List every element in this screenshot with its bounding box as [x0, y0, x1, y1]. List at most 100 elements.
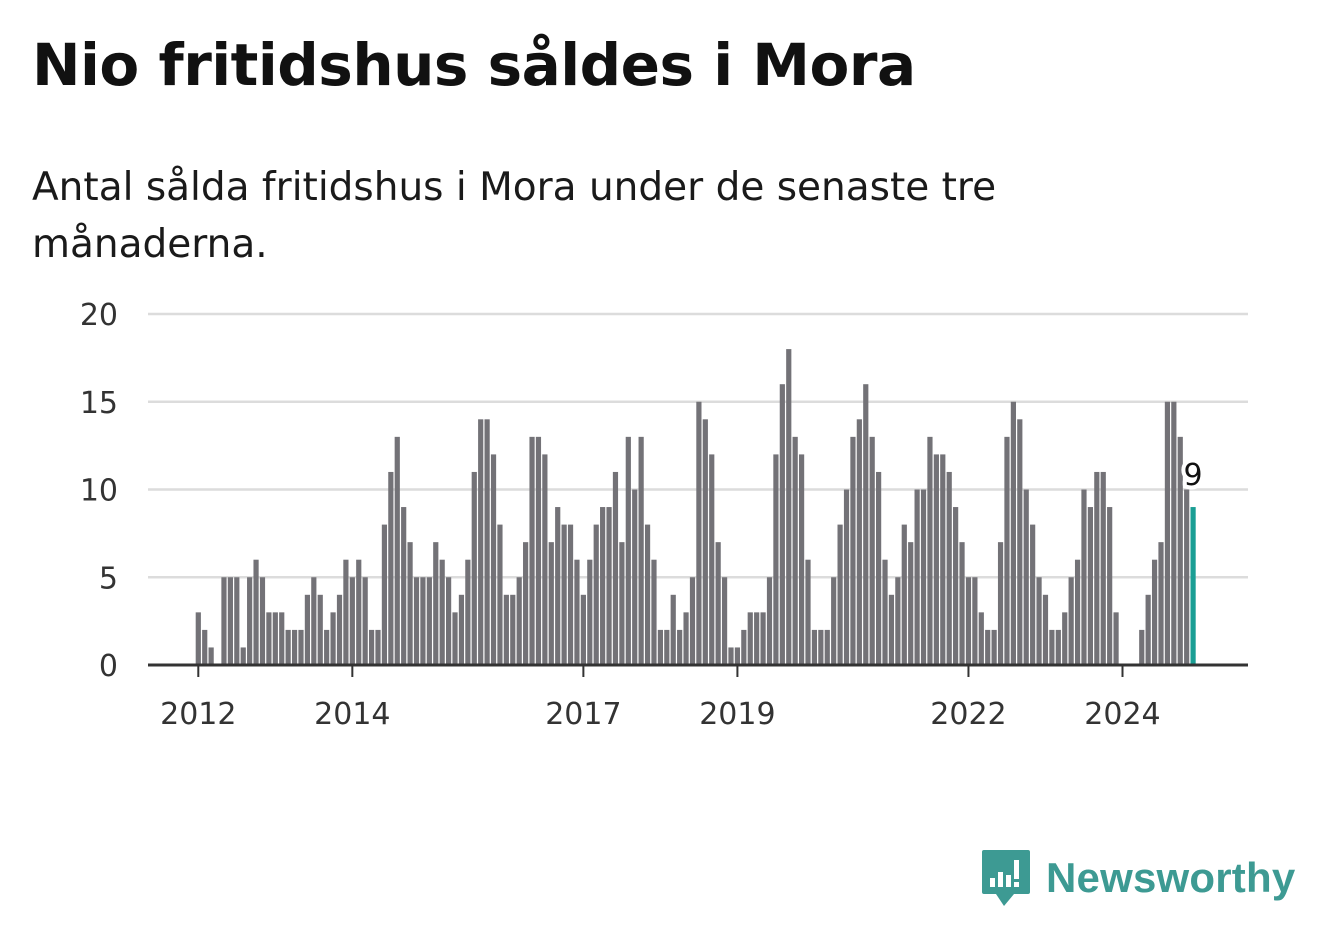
x-tick-label: 2014	[314, 697, 390, 732]
bar	[850, 436, 856, 665]
bar	[773, 454, 779, 665]
bar	[426, 577, 432, 665]
bar	[1145, 594, 1151, 665]
bar	[362, 577, 368, 665]
bar	[978, 612, 984, 665]
bar	[831, 577, 837, 665]
bar	[837, 524, 843, 665]
bar	[1023, 489, 1029, 665]
bar	[311, 577, 317, 665]
bar	[542, 454, 548, 665]
bar	[786, 349, 792, 665]
bar	[1004, 436, 1010, 665]
bar	[446, 577, 452, 665]
bar	[413, 577, 420, 665]
bar	[933, 454, 939, 665]
bar	[336, 594, 343, 665]
bar	[458, 594, 465, 665]
bar	[798, 454, 805, 665]
bar	[689, 577, 696, 665]
bar	[1177, 436, 1183, 665]
bar	[644, 524, 651, 665]
labels: 0 5 10 15 20 2012 2014 2017 2019 2022 2024 9	[80, 298, 1207, 732]
bar	[683, 612, 689, 665]
bar	[503, 594, 509, 665]
bar	[330, 612, 336, 665]
axes	[148, 663, 1248, 677]
bar	[651, 559, 657, 665]
bar	[1184, 489, 1190, 665]
bar	[908, 542, 914, 665]
bar	[1042, 594, 1049, 665]
bar	[1087, 507, 1093, 665]
y-tick-label: 10	[80, 474, 118, 509]
bar	[991, 629, 997, 665]
bar	[1107, 507, 1113, 665]
bar	[356, 559, 362, 665]
bar	[208, 647, 214, 665]
bar	[1074, 559, 1081, 665]
bar	[619, 542, 625, 665]
bar	[1158, 542, 1164, 665]
bar	[811, 629, 818, 665]
bar	[734, 647, 741, 665]
bar	[709, 454, 715, 665]
bar	[715, 542, 721, 665]
bar	[1113, 612, 1119, 665]
bar	[901, 524, 907, 665]
bar	[895, 577, 901, 665]
bar	[754, 612, 760, 665]
bar	[388, 471, 394, 665]
bar	[1010, 401, 1016, 665]
bar	[1030, 524, 1036, 665]
bar	[818, 629, 824, 665]
bar	[567, 524, 574, 665]
bar	[721, 577, 728, 665]
bar	[587, 559, 593, 665]
bar	[1164, 401, 1171, 665]
bar	[696, 401, 702, 665]
bar	[394, 436, 400, 665]
bar	[997, 542, 1004, 665]
bar	[291, 629, 298, 665]
bar	[612, 471, 619, 665]
y-tick-label: 20	[80, 298, 118, 333]
bar	[1100, 471, 1106, 665]
bar	[657, 629, 663, 665]
bar	[792, 436, 798, 665]
bar	[221, 577, 227, 665]
bar	[946, 471, 952, 665]
bar	[927, 436, 933, 665]
bar	[574, 559, 580, 665]
bar	[677, 629, 683, 665]
chart-subtitle: Antal sålda fritidshus i Mora under de s…	[32, 165, 997, 267]
bar	[843, 489, 850, 665]
bar	[285, 629, 291, 665]
bar	[1094, 471, 1100, 665]
bar	[516, 577, 522, 665]
bar	[869, 436, 875, 665]
bar	[670, 594, 676, 665]
bar	[555, 507, 561, 665]
bar	[490, 454, 497, 665]
bar	[702, 419, 708, 665]
bar	[253, 559, 259, 665]
bar	[548, 542, 554, 665]
bar	[272, 612, 278, 665]
bar	[1062, 612, 1068, 665]
bar	[882, 559, 888, 665]
highlight-value-label: 9	[1184, 458, 1203, 493]
bar	[766, 577, 773, 665]
bar	[240, 647, 246, 665]
bar	[304, 594, 311, 665]
bar-highlight	[1190, 507, 1196, 665]
newsworthy-logo: Newsworthy	[980, 848, 1295, 908]
bar	[234, 577, 240, 665]
bar	[1151, 559, 1158, 665]
bar	[1081, 489, 1087, 665]
bar	[523, 542, 529, 665]
bar	[1068, 577, 1074, 665]
bar	[856, 419, 862, 665]
bar	[760, 612, 766, 665]
y-tick-label: 15	[80, 386, 118, 421]
